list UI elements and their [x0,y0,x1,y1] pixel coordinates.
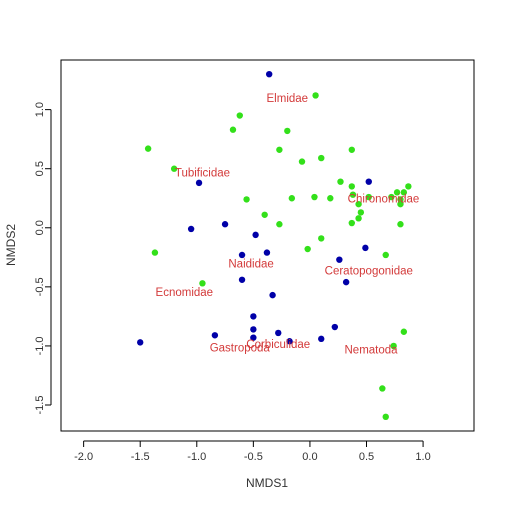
point-series-1 [195,179,203,187]
species-label: Tubificidae [175,167,230,179]
point-series-2 [312,92,319,99]
point-series-2 [379,385,386,392]
point-series-2 [357,209,365,216]
point-series-2 [365,193,372,201]
point-series-2 [144,145,152,152]
point-series-2 [170,165,178,172]
point-series-2 [355,215,362,222]
point-series-2 [304,245,311,253]
point-series-2 [337,178,344,185]
point-series-2 [405,183,412,190]
point-series-1 [336,256,343,263]
point-series-1 [365,178,372,185]
point-series-2 [243,196,250,203]
point-series-1 [238,276,246,283]
species-label: Nematoda [345,345,399,357]
point-series-1 [252,231,259,239]
y-tick-label: -1.5 [34,396,46,415]
point-series-1 [187,225,195,233]
species-label: Ecnomidae [156,287,214,299]
x-tick-label: 0.5 [359,451,374,463]
species-label: Corbiculidae [246,339,310,351]
point-series-2 [348,219,355,227]
point-series-2 [229,126,237,133]
x-tick-label: 0.0 [302,451,317,463]
point-series-1 [250,326,257,333]
point-series-1 [211,332,219,339]
point-series-2 [288,195,296,202]
point-series-1 [137,339,144,346]
species-label: Chironomidae [348,193,420,205]
data-points [137,70,412,421]
point-series-1 [250,313,257,320]
point-series-2 [349,191,357,198]
point-series-1 [362,244,369,252]
point-series-2 [199,280,206,287]
species-label: Ceratopogonidae [325,266,413,278]
point-series-1 [238,251,246,259]
point-series-2 [382,251,389,259]
point-series-2 [276,146,283,153]
point-series-2 [236,112,243,119]
x-tick-label: -1.0 [187,451,206,463]
point-series-2 [393,189,401,196]
point-series-2 [397,200,404,208]
point-series-1 [275,329,282,337]
point-series-1 [286,338,293,345]
x-tick-label: -0.5 [244,451,263,463]
point-series-2 [298,158,306,165]
point-series-2 [397,221,404,228]
point-series-2 [400,189,408,196]
point-series-1 [331,323,339,331]
y-axis-title: NMDS2 [4,224,18,266]
point-series-2 [397,196,404,203]
point-series-1 [269,291,276,299]
y-tick-label: -1.0 [34,336,46,355]
point-series-1 [318,335,325,343]
plot-frame [60,59,475,432]
point-series-2 [348,183,355,190]
species-label: Gastropoda [210,342,271,354]
y-tick-label: 0.5 [34,161,46,176]
point-series-2 [318,235,325,242]
x-tick-label: -2.0 [74,451,93,463]
point-series-2 [400,328,408,335]
y-tick-label: -0.5 [34,277,46,296]
point-series-1 [342,278,350,286]
x-axis: -2.0 -1.5 -1.0 -0.5 0.0 0.5 1.0 [74,440,431,463]
y-tick-label: 1.0 [34,102,46,117]
point-series-2 [327,195,334,202]
y-axis: -1.5 -1.0 -0.5 0.0 0.5 1.0 [34,102,52,415]
point-series-1 [250,334,257,341]
species-labels: Elmidae Tubificidae Chironomidae Naididae Ce… [156,93,420,357]
species-label: Elmidae [267,93,309,105]
point-series-2 [382,413,389,421]
point-series-1 [265,70,273,78]
point-series-1 [221,221,229,228]
point-series-2 [355,200,362,208]
x-tick-label: 1.0 [415,451,430,463]
x-axis-title: NMDS1 [246,476,288,490]
point-series-2 [261,211,268,218]
y-tick-label: 0.0 [34,220,46,235]
point-series-2 [318,154,325,162]
point-series-2 [276,221,283,228]
point-series-2 [151,249,159,256]
point-series-1 [263,249,271,256]
x-tick-label: -1.5 [131,451,150,463]
point-series-2 [311,193,318,201]
point-series-2 [390,342,397,350]
species-label: Naididae [228,258,273,270]
point-series-2 [348,146,355,153]
point-series-2 [388,193,395,201]
point-series-2 [284,127,291,135]
